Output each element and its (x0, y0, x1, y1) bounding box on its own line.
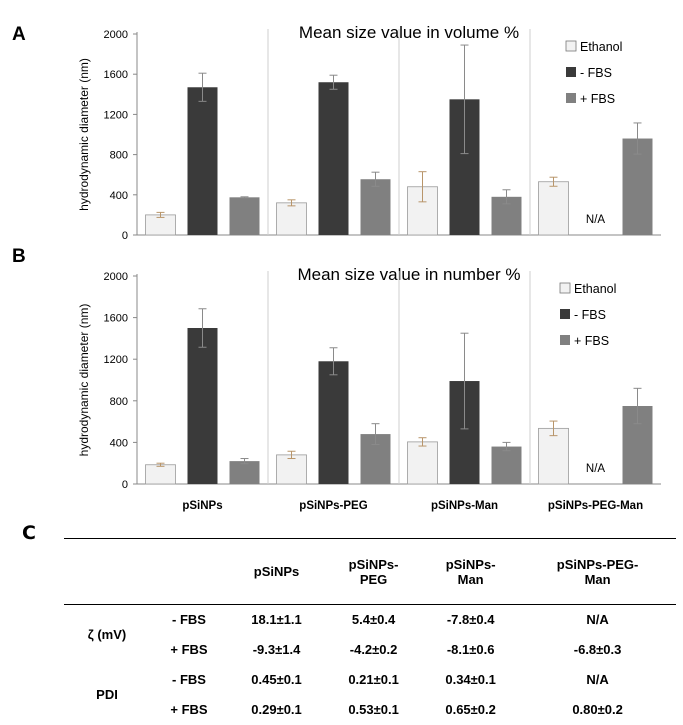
bar (407, 441, 438, 485)
table-header-blank (150, 539, 228, 605)
table-row: + FBS 0.29±0.1 0.53±0.1 0.65±0.2 0.80±0.… (64, 695, 676, 725)
x-category-label: pSiNPs-Man (431, 500, 498, 512)
legend-label: - FBS (580, 66, 612, 80)
table-cell: 0.80±0.2 (572, 702, 623, 717)
y-tick-label: 1200 (104, 109, 128, 121)
condition-label: + FBS (170, 702, 208, 717)
condition-label: - FBS (172, 612, 206, 628)
x-category-label: pSiNPs-PEG (299, 500, 367, 512)
table-row: ζ (mV) - FBS 18.1±1.1 5.4±0.4 -7.8±0.4 N… (64, 605, 676, 642)
bar (360, 179, 391, 235)
table-cell: -9.3±1.4 (252, 642, 301, 657)
table-cell: -8.1±0.6 (446, 642, 495, 657)
condition-label: - FBS (172, 672, 206, 687)
condition-label: + FBS (170, 642, 208, 657)
bar (491, 446, 522, 484)
legend-label: + FBS (580, 92, 615, 106)
table-cell: -4.2±0.2 (349, 642, 398, 657)
na-label: N/A (586, 214, 606, 226)
legend-swatch (566, 93, 576, 103)
bar (318, 82, 349, 236)
y-tick-label: 1600 (104, 313, 128, 325)
bar (318, 361, 349, 484)
legend-label: - FBS (574, 308, 606, 322)
y-tick-label: 800 (110, 396, 128, 408)
legend-swatch (560, 335, 570, 345)
legend-swatch (559, 282, 571, 294)
table-cell: 0.45±0.1 (251, 672, 302, 687)
row-group-label: ζ (mV) (87, 627, 127, 643)
x-category-label: pSiNPs (182, 500, 222, 512)
table-row: PDI - FBS 0.45±0.1 0.21±0.1 0.34±0.1 N/A (64, 665, 676, 702)
legend-label: Ethanol (574, 282, 616, 296)
table-cell: N/A (586, 672, 609, 687)
y-tick-label: 0 (122, 230, 128, 242)
y-tick-label: 1200 (104, 354, 128, 366)
y-tick-label: 0 (122, 479, 128, 491)
table-header-psinps-peg: pSiNPs- PEG (348, 556, 399, 587)
bar (229, 461, 260, 484)
table-cell: N/A (586, 612, 609, 628)
bar (622, 138, 653, 235)
y-tick-label: 1600 (104, 69, 128, 81)
bar-charts: A Mean size value in volume % hydrodynamic… (12, 23, 661, 512)
bar (229, 197, 260, 235)
y-tick-label: 2000 (104, 271, 128, 283)
table-cell: 5.4±0.4 (351, 612, 396, 628)
bar (538, 427, 569, 485)
panel-letter-c: C (22, 522, 36, 544)
table-header-row: pSiNPs pSiNPs- PEG pSiNPs- Man pSiNPs-PE… (64, 538, 676, 605)
row-group-label: PDI (96, 687, 118, 702)
x-category-label: pSiNPs-PEG-Man (548, 500, 643, 512)
bar (276, 202, 307, 236)
y-tick-label: 800 (110, 150, 128, 162)
table-header-blank (64, 539, 150, 605)
table-header-psinps: pSiNPs (253, 564, 300, 579)
chart-title: Mean size value in number % (297, 265, 520, 284)
y-tick-label: 2000 (104, 29, 128, 41)
bar (187, 87, 218, 235)
table-cell: 18.1±1.1 (251, 612, 302, 628)
y-axis-label: hydrodynamic diameter (nm) (77, 58, 91, 211)
properties-table-panel: pSiNPs pSiNPs- PEG pSiNPs- Man pSiNPs-PE… (64, 538, 676, 725)
legend-swatch (560, 309, 570, 319)
table-row: + FBS -9.3±1.4 -4.2±0.2 -8.1±0.6 -6.8±0.… (64, 635, 676, 665)
bar (145, 214, 176, 236)
table-header-psinps-man: pSiNPs- Man (445, 556, 496, 587)
table-cell: -7.8±0.4 (446, 612, 495, 628)
table-cell: 0.65±0.2 (445, 702, 496, 717)
y-axis-label: hydrodynamic diameter (nm) (77, 304, 91, 457)
y-tick-label: 400 (110, 190, 128, 202)
na-label: N/A (586, 463, 606, 475)
properties-table: pSiNPs pSiNPs- PEG pSiNPs- Man pSiNPs-PE… (64, 538, 676, 725)
bar (187, 328, 218, 484)
bar (145, 464, 176, 485)
table-cell: 0.21±0.1 (348, 672, 399, 687)
panel-letter-a: A (12, 24, 26, 45)
legend-label: + FBS (574, 334, 609, 348)
table-cell: 0.34±0.1 (445, 672, 496, 687)
y-tick-label: 400 (110, 437, 128, 449)
table-cell: 0.29±0.1 (251, 702, 302, 717)
table-cell: 0.53±0.1 (348, 702, 399, 717)
legend-swatch (566, 67, 576, 77)
bar (276, 454, 307, 485)
bar (538, 181, 569, 236)
panel-letter-b: B (12, 246, 26, 267)
legend-swatch (565, 40, 577, 52)
table-cell: -6.8±0.3 (573, 642, 622, 657)
chart-title: Mean size value in volume % (299, 23, 519, 42)
legend-label: Ethanol (580, 40, 622, 54)
table-header-psinps-peg-man: pSiNPs-PEG- Man (556, 556, 639, 587)
